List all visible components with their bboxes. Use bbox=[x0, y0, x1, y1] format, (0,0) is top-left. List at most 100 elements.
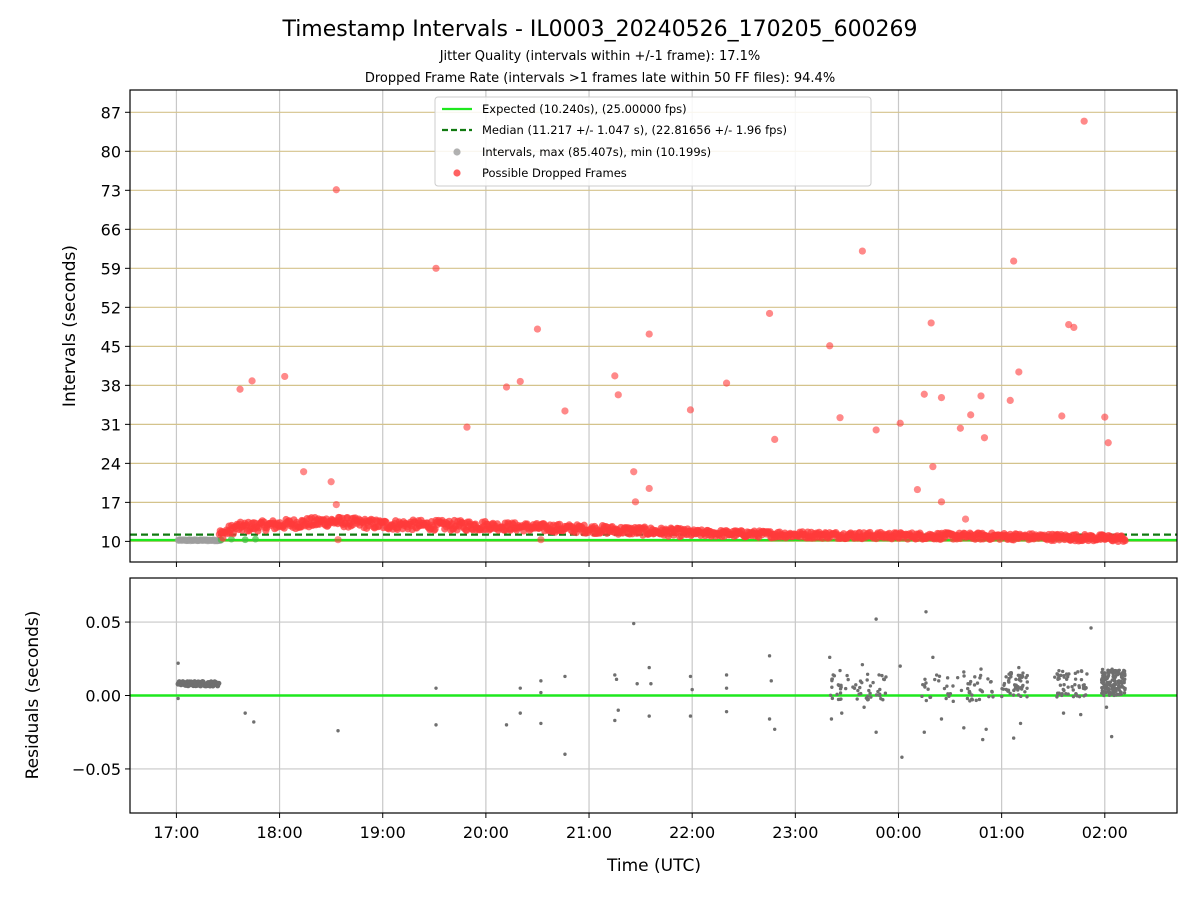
residual-point bbox=[990, 690, 994, 694]
residual-point bbox=[1074, 692, 1078, 696]
residual-point bbox=[937, 679, 941, 683]
residual-point bbox=[839, 697, 843, 701]
intervals-y-tick-label: 66 bbox=[101, 220, 121, 239]
residual-point bbox=[874, 730, 878, 734]
residual-point bbox=[880, 673, 884, 678]
residual-point bbox=[1011, 736, 1016, 740]
x-tick-label: 01:00 bbox=[979, 823, 1025, 842]
residual-point bbox=[563, 752, 567, 756]
intervals-panel: 10 17 24 31 38 45 52 59 66 73 80 87 Intervals (seco… bbox=[60, 89, 1178, 567]
dropped-frame-outlier bbox=[631, 498, 640, 506]
residual-point bbox=[1062, 675, 1066, 679]
dropped-frame-outlier bbox=[1104, 439, 1112, 447]
residual-point bbox=[898, 664, 902, 668]
residual-point bbox=[1019, 679, 1023, 683]
residuals-y-tick-label: 0.05 bbox=[85, 613, 121, 632]
residual-point bbox=[1018, 721, 1023, 726]
residual-point bbox=[860, 662, 865, 667]
legend-median-label: Median (11.217 +/- 1.047 s), (22.81656 +… bbox=[482, 123, 787, 137]
dropped-frame-outlier bbox=[927, 319, 935, 327]
intervals-y-tick-label: 87 bbox=[101, 103, 121, 122]
dropped-frame-point bbox=[1121, 536, 1129, 545]
dropped-frame-outlier bbox=[1101, 413, 1109, 421]
intervals-plot-frame bbox=[129, 89, 1178, 563]
residual-point bbox=[1023, 690, 1027, 694]
intervals-y-tick-label: 45 bbox=[101, 337, 121, 356]
residual-point bbox=[1060, 691, 1064, 696]
residual-point bbox=[1122, 691, 1127, 695]
residual-point bbox=[563, 674, 567, 679]
dropped-frame-outlier bbox=[722, 379, 731, 387]
dropped-frame-outlier bbox=[537, 536, 545, 544]
legend-intervals-label: Intervals, max (85.407s), min (10.199s) bbox=[482, 145, 711, 159]
intervals-y-tick-label: 31 bbox=[101, 415, 121, 434]
residual-point bbox=[1066, 685, 1070, 689]
x-tick-label: 22:00 bbox=[669, 823, 715, 842]
residual-point bbox=[1110, 687, 1114, 691]
x-tick-label: 02:00 bbox=[1082, 823, 1128, 842]
residual-point bbox=[924, 698, 929, 703]
legend-dropped-label: Possible Dropped Frames bbox=[482, 166, 627, 180]
residual-point bbox=[978, 676, 982, 680]
residual-point bbox=[1064, 692, 1068, 696]
residual-point bbox=[934, 673, 939, 677]
residual-point bbox=[869, 695, 873, 699]
residual-point bbox=[871, 680, 875, 685]
interval-point bbox=[241, 536, 249, 544]
residual-point bbox=[336, 729, 340, 733]
residual-point bbox=[1055, 672, 1059, 676]
dropped-frame-outlier bbox=[977, 392, 985, 400]
residual-point bbox=[828, 655, 832, 660]
x-tick-label: 20:00 bbox=[463, 823, 509, 842]
dropped-frame-outlier bbox=[929, 463, 937, 471]
residual-point bbox=[966, 682, 970, 686]
residual-point bbox=[688, 714, 693, 718]
residual-point bbox=[835, 692, 839, 697]
residual-point bbox=[769, 679, 773, 683]
residual-point bbox=[967, 689, 972, 694]
residual-point bbox=[979, 689, 984, 693]
residual-point bbox=[989, 679, 993, 684]
dropped-frame-outlier bbox=[432, 264, 440, 272]
residual-point bbox=[1060, 669, 1065, 674]
residual-point bbox=[968, 679, 973, 684]
residual-point bbox=[1123, 673, 1127, 678]
residual-point bbox=[1123, 687, 1127, 692]
residual-point bbox=[865, 672, 870, 676]
residual-point bbox=[767, 717, 772, 721]
dropped-frame-outlier bbox=[980, 434, 989, 442]
dropped-frame-outlier bbox=[858, 247, 866, 255]
residuals-y-tick-label: 0.00 bbox=[85, 687, 121, 706]
residual-point bbox=[1111, 674, 1116, 678]
residual-point bbox=[867, 688, 871, 693]
dropped-frame-outlier bbox=[896, 419, 904, 427]
residual-point bbox=[1109, 734, 1114, 739]
residuals-y-tick-label: −0.05 bbox=[72, 760, 121, 779]
residual-point bbox=[1106, 673, 1111, 677]
residual-point bbox=[690, 687, 694, 692]
dropped-frame-outlier bbox=[630, 468, 638, 476]
residual-point bbox=[843, 686, 848, 691]
dropped-frame-outlier bbox=[502, 383, 511, 391]
x-tick-label: 23:00 bbox=[772, 823, 818, 842]
residual-point bbox=[868, 684, 873, 688]
residual-point bbox=[959, 688, 964, 693]
dropped-frame-outlier bbox=[281, 372, 289, 381]
dropped-frame-outlier bbox=[920, 390, 928, 398]
residual-point bbox=[1113, 668, 1117, 673]
residual-point bbox=[1117, 688, 1121, 692]
interval-point bbox=[228, 535, 235, 543]
residual-point bbox=[924, 610, 928, 614]
residual-point bbox=[1021, 671, 1025, 675]
residuals-points bbox=[175, 610, 1127, 759]
residual-point bbox=[922, 730, 926, 734]
residual-point bbox=[955, 675, 960, 680]
residual-point bbox=[862, 705, 866, 709]
residual-point bbox=[1100, 667, 1105, 672]
residual-point bbox=[1070, 685, 1074, 689]
dropped-frame-outlier bbox=[645, 484, 653, 493]
residual-point bbox=[878, 692, 882, 696]
residual-point bbox=[724, 673, 729, 677]
dropped-frame-outlier bbox=[765, 309, 774, 318]
residual-point bbox=[830, 677, 834, 681]
